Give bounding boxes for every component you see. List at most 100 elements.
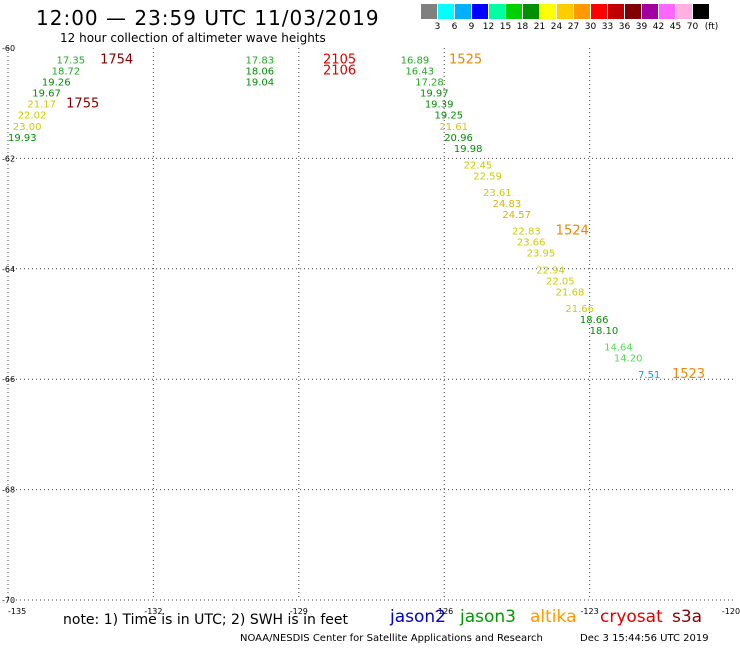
legend-label-0: 3 [434, 22, 441, 32]
legend-label-4: 15 [499, 22, 512, 32]
legend-label-6: 21 [533, 22, 546, 32]
legend-swatch-3 [472, 4, 489, 19]
satellite-label-jason3: jason3 [460, 607, 516, 627]
legend-label-2: 9 [468, 22, 475, 32]
wave-height-label: 17.83 [245, 56, 274, 67]
legend-swatch-8 [557, 4, 574, 19]
satellite-label-cryosat: cryosat [600, 607, 663, 627]
time-label: 1524 [556, 224, 589, 239]
wave-height-label: 14.20 [614, 354, 643, 365]
footer-note: note: 1) Time is in UTC; 2) SWH is in fe… [63, 612, 349, 628]
legend-swatch-10 [591, 4, 608, 19]
legend-label-8: 27 [567, 22, 580, 32]
wave-height-label: 19.39 [425, 100, 454, 111]
y-tick-label: -70 [2, 596, 15, 605]
wave-height-label: 18.72 [52, 67, 81, 78]
legend-label-3: 12 [482, 22, 495, 32]
wave-height-label: 14.64 [604, 343, 633, 354]
credit-text: NOAA/NESDIS Center for Satellite Applica… [240, 633, 543, 644]
wave-height-label: 22.83 [512, 227, 541, 238]
grid-lines [7, 48, 735, 601]
wave-height-label: 18.06 [245, 67, 274, 78]
satellite-label-altika: altika [530, 607, 577, 627]
legend-swatch-14 [659, 4, 676, 19]
legend-swatch-6 [523, 4, 540, 19]
wave-height-label: 17.35 [56, 56, 85, 67]
wave-height-labels: 17.3518.7219.2619.6721.1722.0223.0019.93… [8, 56, 660, 382]
satellite-label-s3a: s3a [672, 607, 703, 627]
legend-swatch-11 [608, 4, 625, 19]
y-tick-label: -68 [2, 486, 15, 495]
legend-swatch-15 [676, 4, 693, 19]
legend-swatches [421, 4, 720, 19]
wave-height-label: 20.96 [444, 133, 473, 144]
wave-height-label: 22.94 [536, 265, 565, 276]
x-tick-label: -135 [8, 607, 26, 616]
legend-labels: 3 6 9 12 15 18 21 24 27 30 33 36 39 42 45 70 (ft) [421, 22, 720, 32]
legend-swatch-4 [489, 4, 506, 19]
legend-label-14: 45 [669, 22, 682, 32]
time-label: 1523 [672, 367, 705, 382]
wave-height-label: 19.97 [420, 89, 449, 100]
tick-labels: -135 -132 -129 -126 -123 -120 -60 -62 -64 -66 -68 -… [2, 44, 740, 616]
wave-height-label: 19.98 [454, 144, 483, 155]
wave-height-label: 21.17 [27, 100, 56, 111]
x-tick-label: -132 [144, 607, 162, 616]
satellite-label-jason2: jason2 [390, 607, 446, 627]
wave-height-label: 21.61 [439, 122, 468, 133]
time-label: 1755 [66, 97, 99, 112]
wave-height-label: 18.66 [580, 315, 609, 326]
wave-height-label: 16.43 [405, 67, 434, 78]
wave-height-label: 24.83 [493, 199, 522, 210]
legend-label-10: 33 [601, 22, 614, 32]
time-label: 2106 [323, 64, 356, 79]
wave-height-label: 21.66 [565, 304, 594, 315]
wave-height-label: 23.95 [527, 249, 556, 260]
color-legend: 3 6 9 12 15 18 21 24 27 30 33 36 39 42 45 70 (ft) [421, 4, 720, 32]
legend-swatch-1 [438, 4, 455, 19]
legend-swatch-5 [506, 4, 523, 19]
legend-swatch-9 [574, 4, 591, 19]
map-subtitle: 12 hour collection of altimeter wave hei… [60, 31, 326, 45]
wave-height-label: 24.57 [502, 210, 531, 221]
map-title: 12:00 — 23:59 UTC 11/03/2019 [36, 6, 380, 30]
x-tick-label: -123 [581, 607, 599, 616]
wave-height-label: 17.28 [415, 78, 444, 89]
legend-label-11: 36 [618, 22, 631, 32]
legend-unit: (ft) [704, 22, 719, 32]
wave-height-label: 19.93 [8, 133, 37, 144]
legend-swatch-0 [421, 4, 438, 19]
legend-label-15: 70 [686, 22, 699, 32]
wave-height-label: 23.61 [483, 188, 512, 199]
time-label: 1754 [100, 53, 133, 68]
wave-height-label: 19.67 [32, 89, 61, 100]
wave-height-label: 19.25 [435, 111, 464, 122]
wave-height-label: 23.00 [13, 122, 42, 133]
time-label: 1525 [449, 53, 482, 68]
wave-height-label: 19.26 [42, 78, 71, 89]
y-tick-label: -60 [2, 44, 15, 53]
legend-label-7: 24 [550, 22, 563, 32]
wave-height-label: 19.04 [245, 78, 274, 89]
time-label: 2105 [323, 53, 356, 68]
wave-height-label: 22.45 [464, 160, 493, 171]
legend-label-13: 42 [652, 22, 665, 32]
legend-label-5: 18 [516, 22, 529, 32]
legend-swatch-13 [642, 4, 659, 19]
legend-swatch-7 [540, 4, 557, 19]
wave-height-label: 16.89 [401, 56, 430, 67]
y-tick-label: -64 [2, 265, 15, 274]
x-tick-label: -129 [290, 607, 308, 616]
wave-height-label: 21.68 [556, 287, 585, 298]
timestamp: Dec 3 15:44:56 UTC 2019 [580, 633, 709, 644]
legend-swatch-12 [625, 4, 642, 19]
legend-swatch-2 [455, 4, 472, 19]
y-tick-label: -66 [2, 375, 15, 384]
y-tick-label: -62 [2, 154, 15, 163]
legend-label-12: 39 [635, 22, 648, 32]
wave-height-label: 22.59 [473, 171, 502, 182]
wave-height-label: 7.51 [638, 370, 660, 381]
wave-height-label: 18.10 [590, 326, 619, 337]
wave-height-label: 23.66 [517, 238, 546, 249]
